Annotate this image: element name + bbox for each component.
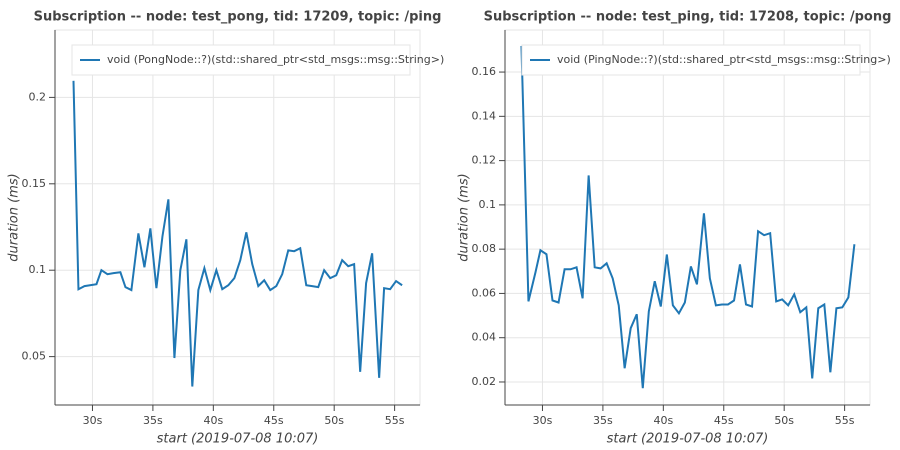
x-tick-label: 55s bbox=[835, 414, 855, 427]
x-tick-label: 50s bbox=[324, 414, 344, 427]
x-tick-label: 40s bbox=[653, 414, 673, 427]
x-tick-label: 40s bbox=[203, 414, 223, 427]
y-tick-label: 0.05 bbox=[22, 350, 47, 363]
x-tick-label: 50s bbox=[774, 414, 794, 427]
y-axis-label: duration (ms) bbox=[457, 173, 472, 261]
y-tick-label: 0.15 bbox=[22, 177, 47, 190]
legend-label: void (PingNode::?)(std::shared_ptr<std_m… bbox=[557, 53, 891, 66]
x-tick-label: 35s bbox=[593, 414, 613, 427]
chart-title: Subscription -- node: test_ping, tid: 17… bbox=[484, 10, 892, 25]
x-tick-label: 35s bbox=[143, 414, 163, 427]
y-axis-label: duration (ms) bbox=[7, 173, 22, 261]
data-line bbox=[520, 45, 856, 389]
x-tick-label: 30s bbox=[83, 414, 103, 427]
data-line bbox=[72, 80, 403, 387]
y-tick-label: 0.14 bbox=[472, 109, 497, 122]
x-tick-label: 45s bbox=[264, 414, 284, 427]
legend-box bbox=[521, 44, 861, 76]
plot-area bbox=[54, 29, 421, 406]
legend-box bbox=[71, 44, 411, 76]
y-tick-label: 0.12 bbox=[472, 154, 497, 167]
x-axis-label: start (2019-07-08 10:07) bbox=[607, 432, 769, 447]
y-tick-label: 0.04 bbox=[472, 331, 497, 344]
x-tick-label: 45s bbox=[714, 414, 734, 427]
x-axis-label: start (2019-07-08 10:07) bbox=[157, 432, 319, 447]
y-tick-label: 0.16 bbox=[472, 65, 497, 78]
y-tick-label: 0.06 bbox=[472, 286, 497, 299]
y-tick-label: 0.02 bbox=[472, 375, 497, 388]
y-tick-label: 0.1 bbox=[29, 263, 47, 276]
y-tick-label: 0.08 bbox=[472, 242, 497, 255]
chart-title: Subscription -- node: test_pong, tid: 17… bbox=[34, 10, 442, 25]
legend-label: void (PongNode::?)(std::shared_ptr<std_m… bbox=[107, 53, 444, 66]
x-tick-label: 30s bbox=[533, 414, 553, 427]
y-tick-label: 0.2 bbox=[29, 90, 47, 103]
x-tick-label: 55s bbox=[385, 414, 405, 427]
y-tick-label: 0.1 bbox=[479, 198, 497, 211]
